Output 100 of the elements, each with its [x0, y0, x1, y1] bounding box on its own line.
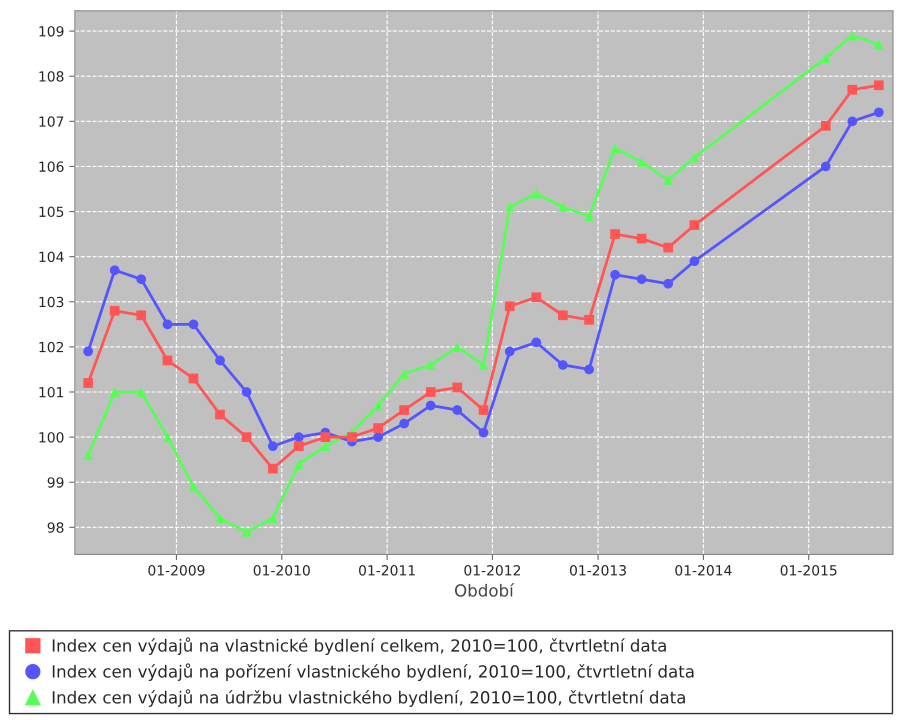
point [847, 30, 858, 40]
point [110, 387, 120, 397]
point [820, 162, 831, 172]
point [242, 387, 252, 397]
legend-label: Index cen výdajů na pořízení vlastnického bydlení, 2010=100, čtvrtletní data [52, 663, 694, 681]
x-axis-title: Období [455, 583, 514, 597]
point [215, 513, 225, 524]
point [83, 346, 93, 356]
point [373, 400, 384, 410]
point [373, 423, 384, 433]
point [373, 432, 384, 442]
y-tick-label: 103 [39, 296, 64, 308]
point [847, 84, 858, 95]
point [690, 256, 700, 266]
y-tick-label: 106 [39, 161, 64, 172]
point [215, 410, 225, 420]
point [820, 120, 831, 131]
point [294, 441, 304, 451]
point [663, 242, 674, 252]
point [690, 220, 700, 230]
legend-label: Index cen výdajů na údržbu vlastnického bydlení, 2010=100, čtvrtletní data [52, 689, 685, 707]
point [584, 314, 594, 325]
y-tick-label: 105 [39, 206, 64, 218]
point [531, 188, 542, 198]
point [268, 464, 278, 474]
x-tick-label: 01-2014 [675, 565, 732, 576]
point [83, 450, 93, 460]
y-tick-label: 100 [39, 432, 64, 443]
point [663, 175, 674, 185]
point [874, 40, 884, 50]
point [188, 319, 198, 330]
x-tick-label: 01-2010 [254, 565, 310, 576]
y-tick-label: 104 [39, 252, 64, 262]
point [320, 432, 330, 442]
point [584, 364, 594, 374]
point [162, 356, 172, 366]
point [83, 378, 93, 388]
point [426, 387, 436, 397]
point [188, 374, 198, 384]
point [478, 360, 488, 370]
point [610, 270, 620, 280]
y-tick-label: 102 [39, 342, 64, 352]
point [636, 234, 646, 244]
point [610, 144, 620, 154]
point [558, 202, 568, 212]
point [136, 387, 146, 397]
point [242, 526, 252, 537]
point [294, 459, 304, 470]
point [690, 152, 700, 162]
point [874, 80, 884, 90]
point [504, 301, 515, 312]
point [242, 432, 252, 442]
point [110, 265, 120, 276]
point [820, 53, 831, 64]
x-tick-label: 01-2015 [780, 565, 837, 576]
point [663, 278, 674, 289]
point [426, 360, 436, 370]
point [294, 432, 304, 442]
point [584, 211, 594, 221]
point [531, 292, 542, 302]
point [558, 310, 568, 320]
point [136, 274, 146, 284]
point [188, 482, 198, 492]
point [874, 107, 884, 118]
point [452, 382, 462, 392]
point [478, 405, 488, 415]
point [136, 310, 146, 320]
point [162, 319, 172, 330]
point [399, 418, 409, 428]
point [504, 202, 515, 212]
y-tick-label: 101 [39, 386, 64, 398]
y-tick-label: 99 [48, 477, 64, 488]
point [636, 274, 646, 284]
point [504, 346, 515, 356]
point [847, 116, 858, 126]
point [268, 513, 278, 524]
x-tick-label: 01-2011 [359, 565, 415, 576]
point [478, 428, 488, 438]
point [320, 441, 330, 451]
x-tick-label: 01-2009 [148, 565, 204, 576]
point [610, 229, 620, 239]
point [558, 360, 568, 370]
point [268, 441, 278, 451]
point [452, 342, 462, 352]
point [162, 432, 172, 442]
point [452, 405, 462, 415]
point [110, 306, 120, 316]
y-tick-label: 109 [39, 26, 64, 37]
x-tick-label: 01-2013 [570, 565, 626, 576]
point [399, 405, 409, 415]
x-tick-label: 01-2012 [464, 565, 520, 576]
y-tick-label: 107 [39, 116, 64, 127]
point [215, 356, 225, 366]
point [399, 369, 409, 379]
y-tick-label: 108 [39, 71, 64, 82]
point [531, 338, 542, 348]
legend-label: Index cen výdajů na vlastnické bydlení celkem, 2010=100, čtvrtletní data [52, 637, 666, 656]
point [426, 400, 436, 410]
y-tick-label: 98 [48, 522, 64, 533]
point [347, 432, 357, 442]
